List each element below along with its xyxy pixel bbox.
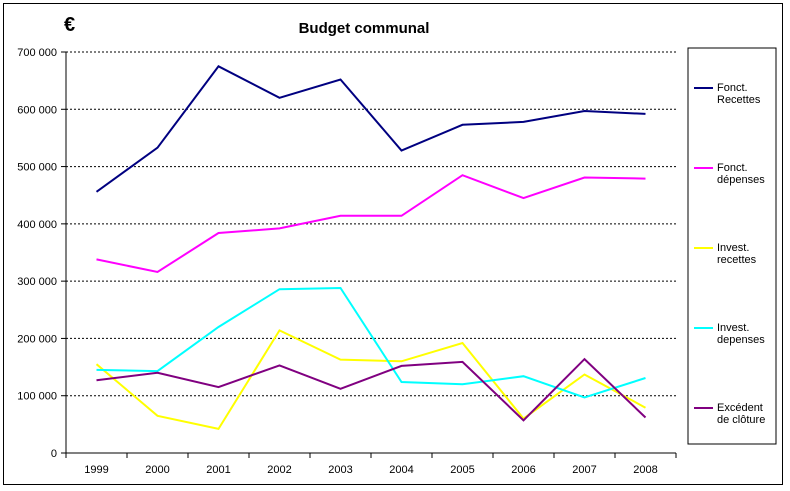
legend-box (687, 47, 777, 445)
x-tick-label: 2002 (267, 464, 291, 476)
legend-label: Invest. (717, 322, 749, 334)
x-tick-label: 2004 (389, 464, 413, 476)
x-tick-label: 2005 (450, 464, 474, 476)
y-unit-label: € (64, 14, 75, 36)
y-tick-label: 400 000 (17, 219, 57, 231)
y-tick-label: 500 000 (17, 162, 57, 174)
legend-label: dépenses (717, 174, 765, 186)
series-line-4 (96, 286, 646, 399)
gridlines (66, 51, 676, 397)
chart-title: Budget communal (299, 20, 430, 37)
series-line-3 (95, 329, 646, 431)
x-tick-label: 2006 (511, 464, 535, 476)
x-tick-labels: 1999 2000 2001 2002 2003 2004 2005 2006 2007 2008 (84, 464, 657, 476)
legend-label: Excédent (717, 402, 763, 414)
y-tick-label: 300 000 (17, 276, 57, 288)
chart-frame (3, 3, 783, 485)
x-tick-label: 2001 (206, 464, 230, 476)
x-tick-label: 2000 (145, 464, 169, 476)
legend-label: Fonct. (717, 162, 748, 174)
y-tick-label: 600 000 (17, 104, 57, 116)
series-lines (95, 65, 647, 431)
y-tick-label: 0 (51, 448, 57, 460)
series-line-2 (96, 174, 646, 274)
x-tick-label: 2008 (633, 464, 657, 476)
legend-label: depenses (717, 334, 765, 346)
axes (61, 51, 677, 458)
legend-label: Invest. (717, 242, 749, 254)
legend-label: recettes (717, 254, 757, 266)
x-tick-label: 1999 (84, 464, 108, 476)
y-tick-label: 700 000 (17, 47, 57, 59)
x-tick-label: 2007 (572, 464, 596, 476)
y-tick-label: 100 000 (17, 391, 57, 403)
legend-label: de clôture (717, 414, 765, 426)
y-tick-label: 200 000 (17, 333, 57, 345)
y-tick-labels: 0 100 000 200 000 300 000 400 000 500 000 600 … (17, 47, 57, 460)
series-line-1 (95, 65, 646, 193)
legend-label: Fonct. (717, 82, 748, 94)
legend: Fonct.RecettesFonct.dépensesInvest.recet… (694, 82, 765, 426)
legend-label: Recettes (717, 94, 761, 106)
series-line-5 (96, 357, 647, 422)
x-tick-label: 2003 (328, 464, 352, 476)
